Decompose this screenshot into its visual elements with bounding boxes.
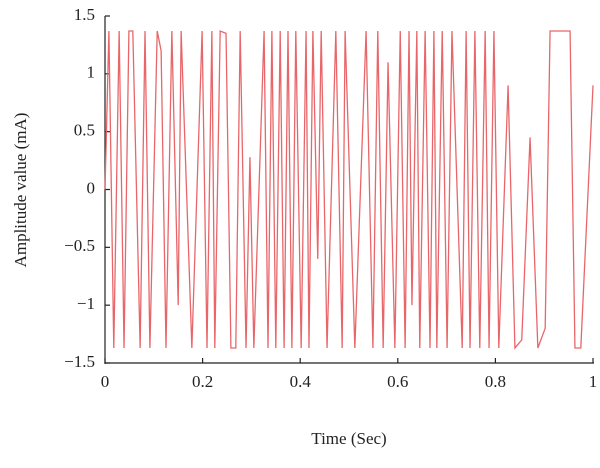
x-tick-label: 0.8 <box>485 372 506 391</box>
x-tick-label: 0.2 <box>192 372 213 391</box>
y-tick-label: 0.5 <box>74 121 95 140</box>
x-tick-label: 1 <box>589 372 598 391</box>
y-tick-label: −1.5 <box>64 352 95 371</box>
x-axis-label: Time (Sec) <box>311 429 386 448</box>
y-tick-label: −1 <box>77 294 95 313</box>
y-tick-label: −0.5 <box>64 236 95 255</box>
x-tick-label: 0.4 <box>290 372 312 391</box>
x-tick-label: 0.6 <box>387 372 408 391</box>
y-tick-label: 1.5 <box>74 5 95 24</box>
y-tick-label: 1 <box>87 63 96 82</box>
x-tick-label: 0 <box>101 372 110 391</box>
y-tick-label: 0 <box>87 178 96 197</box>
y-axis-label: Amplitude value (mA) <box>11 113 30 268</box>
line-series <box>104 30 594 350</box>
